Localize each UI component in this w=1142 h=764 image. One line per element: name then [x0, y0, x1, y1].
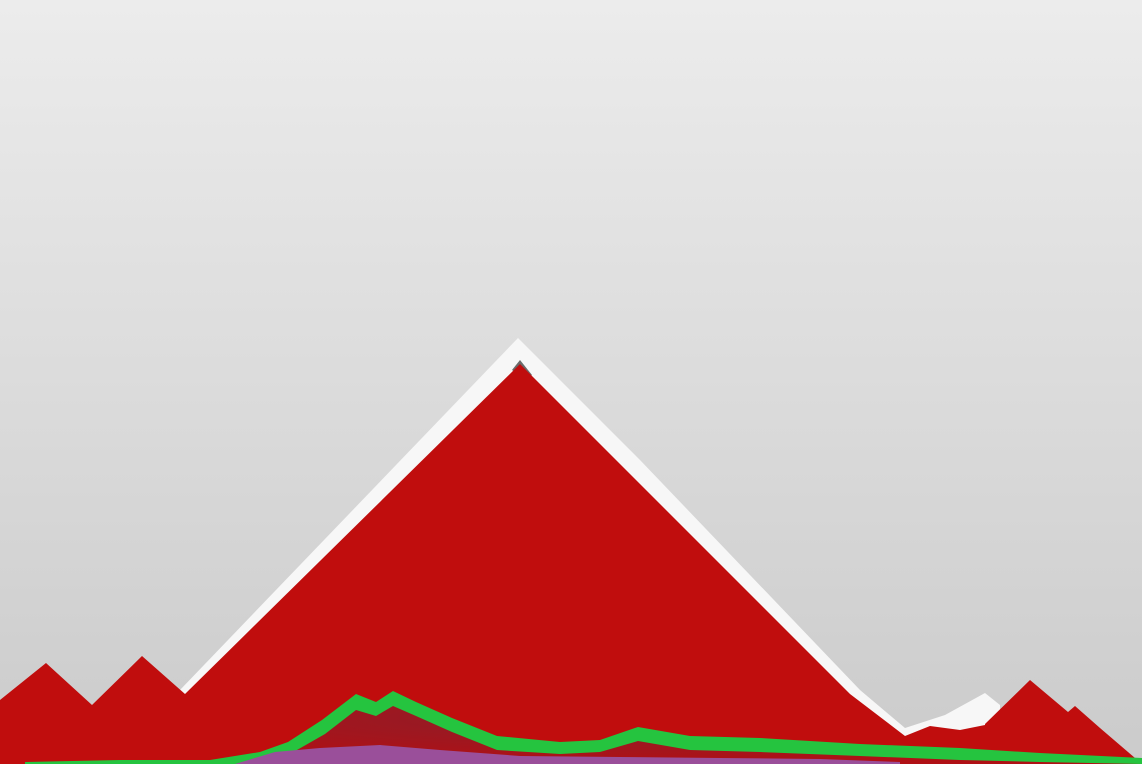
left-red-peaks [0, 656, 185, 764]
main-red-mountain [185, 364, 1000, 764]
purple-band [235, 745, 900, 764]
right-red-peaks [985, 680, 1142, 764]
maroon-hill [250, 694, 1142, 764]
green-band [25, 691, 1142, 764]
